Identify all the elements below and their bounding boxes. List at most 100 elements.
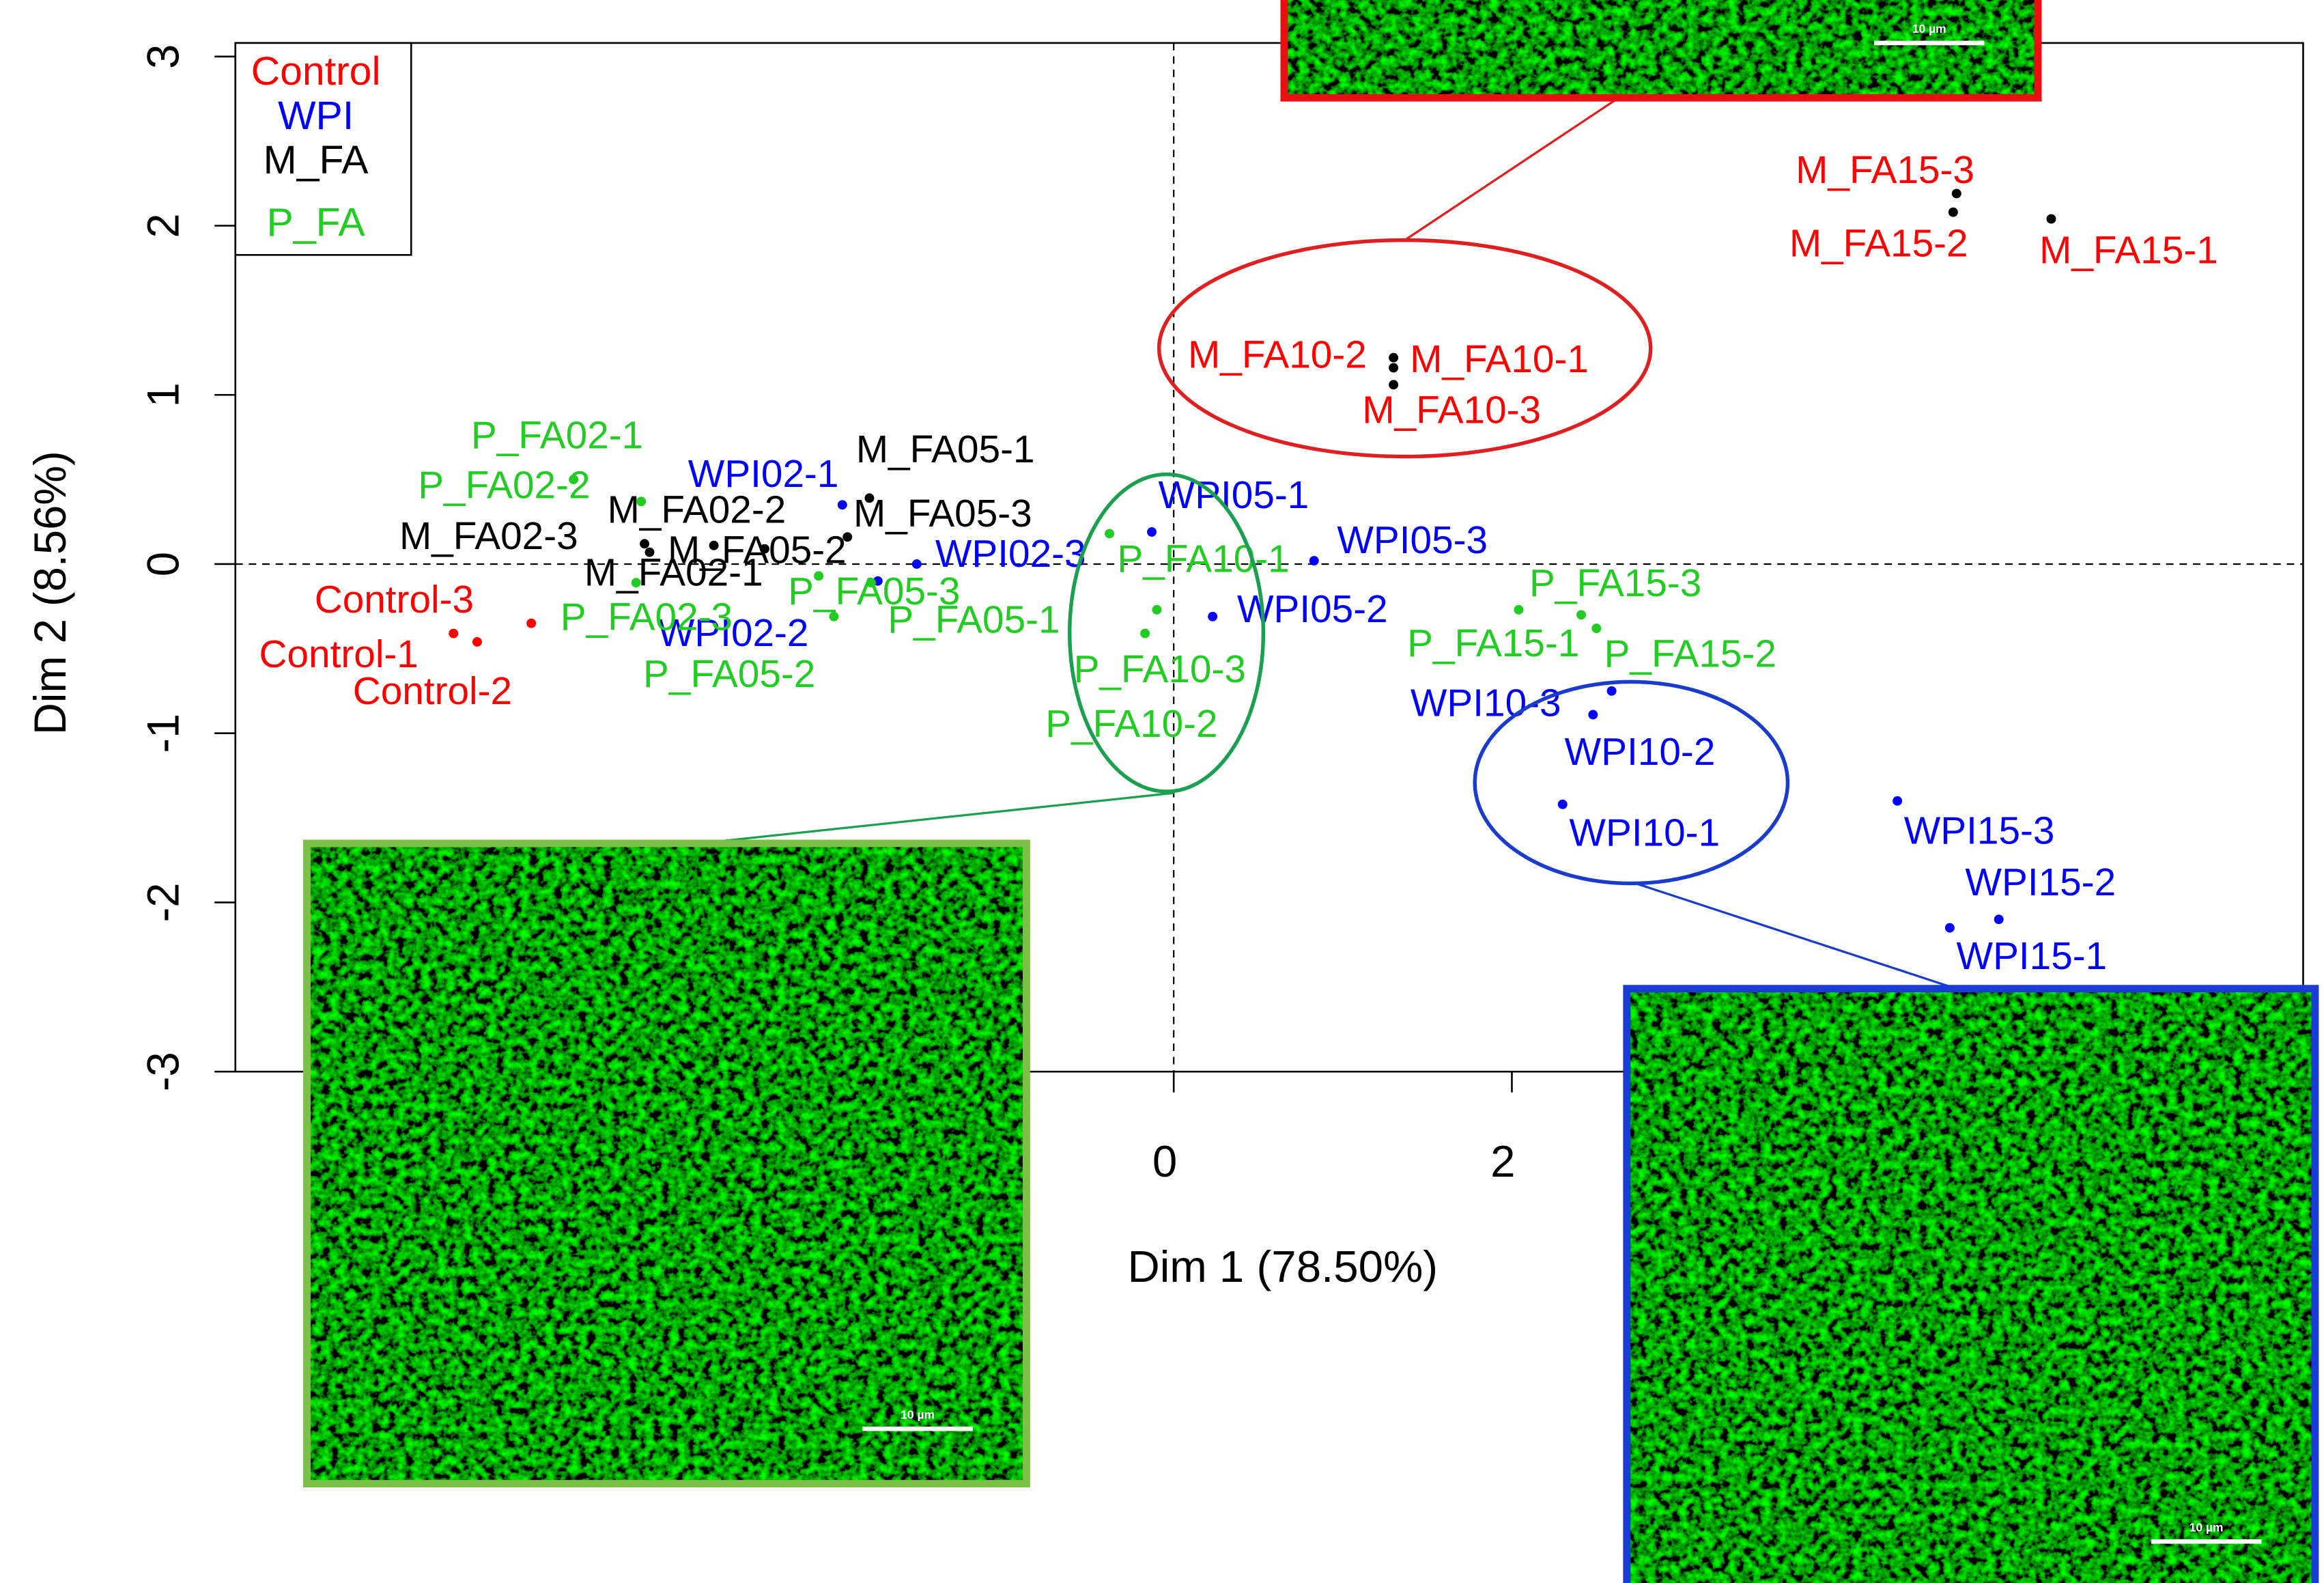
- legend-box: [234, 42, 412, 256]
- legend-entry: M_FA: [264, 138, 369, 182]
- y-tick-label: 0: [139, 552, 188, 576]
- x-axis-label: Dim 1 (78.50%): [1127, 1242, 1438, 1291]
- point-label: P_FA15-2: [1604, 632, 1776, 675]
- connector: [1404, 98, 1617, 241]
- point-label: P_FA10-2: [1045, 702, 1217, 745]
- point: [866, 578, 876, 588]
- x-tick-label: 0: [1152, 1136, 1177, 1186]
- point: [1588, 710, 1598, 720]
- x-tick-label: 2: [1490, 1136, 1515, 1186]
- point-label: Control-1: [259, 632, 419, 675]
- point: [1576, 610, 1586, 620]
- point-label: P_FA05-1: [888, 598, 1060, 641]
- point: [1951, 188, 1961, 199]
- y-tick-label: -1: [139, 714, 188, 753]
- point-label: M_FA15-3: [1796, 148, 1974, 191]
- y-tick-label: 2: [139, 213, 188, 238]
- inset-frame: [1280, 0, 2042, 102]
- y-tick-label: 1: [139, 382, 188, 407]
- point-label: M_FA10-1: [1410, 337, 1589, 380]
- point: [449, 628, 459, 639]
- highlight-ellipse: [1067, 472, 1266, 794]
- point-label: Control-3: [315, 578, 474, 621]
- scale-label: 10 µm: [1912, 22, 1946, 36]
- point: [569, 475, 579, 485]
- inset-image: [307, 843, 1027, 1484]
- point: [1208, 611, 1218, 621]
- point-label: M_FA02-1: [584, 551, 763, 594]
- point-label: WPI15-1: [1957, 934, 2108, 977]
- point: [1105, 529, 1115, 539]
- point-label: P_FA15-1: [1407, 621, 1579, 664]
- inset-image: [1626, 988, 2315, 1583]
- point: [1152, 604, 1162, 615]
- connector: [685, 792, 1174, 846]
- point: [1557, 799, 1568, 809]
- point: [472, 637, 482, 647]
- point: [864, 493, 875, 503]
- point: [1514, 604, 1524, 615]
- legend-entry: Control: [251, 49, 381, 94]
- highlight-ellipse: [1473, 680, 1790, 886]
- point-label: P_FA10-3: [1074, 647, 1246, 690]
- point-label: M_FA02-2: [608, 488, 787, 531]
- point-label: P_FA02-1: [471, 413, 643, 456]
- y-tick-label: -2: [139, 883, 188, 923]
- point: [644, 547, 655, 557]
- connector: [1635, 882, 1953, 989]
- point-label: P_FA02-2: [418, 464, 590, 507]
- point-label: M_FA05-2: [668, 529, 847, 572]
- point-label: P_FA02-3: [561, 596, 733, 639]
- plot-frame: [234, 42, 2304, 1073]
- y-tick-label: -3: [139, 1052, 188, 1091]
- legend-entry: P_FA: [267, 201, 366, 245]
- point: [814, 571, 824, 581]
- point-label: P_FA05-2: [643, 652, 815, 695]
- point-label: M_FA02-3: [399, 514, 578, 557]
- point-label: M_FA15-1: [2039, 229, 2218, 272]
- legend-entry: WPI: [278, 94, 354, 138]
- point: [837, 500, 847, 510]
- point: [1389, 380, 1399, 390]
- point: [1309, 556, 1319, 565]
- point: [1944, 923, 1955, 933]
- point: [1948, 207, 1958, 217]
- inset-frame: [303, 839, 1030, 1488]
- point-label: Control-2: [353, 669, 512, 712]
- point-label: WPI10-2: [1565, 730, 1716, 773]
- point-label: M_FA05-3: [853, 492, 1032, 535]
- point: [2046, 214, 2056, 224]
- point: [709, 540, 719, 550]
- scale-label: 10 µm: [901, 1407, 935, 1421]
- inset-frame: [1623, 985, 2319, 1583]
- y-axis-label: Dim 2 (8.56%): [25, 451, 75, 735]
- point-label: WPI15-2: [1965, 860, 2116, 903]
- point-label: WPI15-3: [1904, 809, 2055, 852]
- point: [911, 559, 922, 569]
- point-label: P_FA15-3: [1529, 561, 1701, 604]
- point-label: P_FA10-1: [1117, 537, 1289, 580]
- point-label: WPI02-1: [688, 452, 839, 495]
- point-label: M_FA15-2: [1789, 222, 1968, 265]
- point-label: WPI02-3: [935, 532, 1086, 575]
- point: [631, 578, 641, 588]
- point-label: M_FA10-3: [1362, 389, 1541, 432]
- point: [1591, 624, 1602, 634]
- scale-label: 10 µm: [2190, 1520, 2224, 1534]
- point: [1606, 686, 1617, 696]
- point-label: M_FA05-1: [856, 428, 1035, 471]
- point: [1389, 363, 1399, 373]
- point: [829, 611, 839, 621]
- point: [842, 532, 853, 542]
- point: [526, 618, 537, 628]
- point: [636, 496, 647, 507]
- point: [1994, 914, 2004, 925]
- point: [640, 539, 650, 549]
- y-tick-label: 3: [139, 44, 188, 69]
- point-label: WPI05-1: [1159, 473, 1309, 516]
- point: [1389, 352, 1399, 363]
- point: [1147, 527, 1157, 537]
- point-label: P_FA05-3: [788, 570, 960, 613]
